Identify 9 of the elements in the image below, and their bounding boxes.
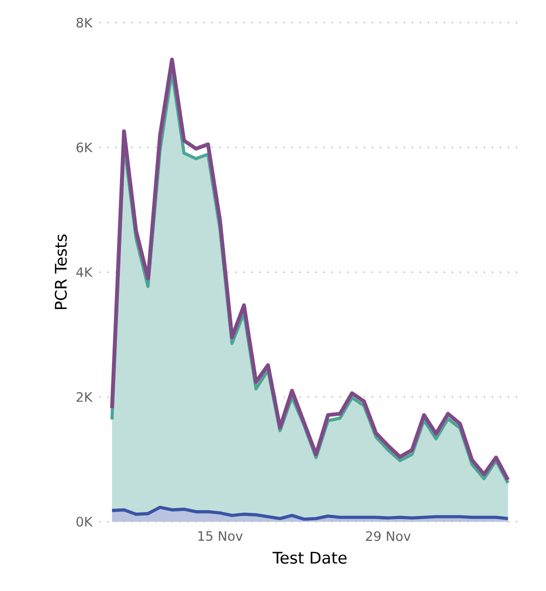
y-tick-label: 8K xyxy=(76,18,93,28)
y-axis-title: PCR Tests xyxy=(54,234,67,310)
y-tick-label: 2K xyxy=(76,392,93,402)
x-tick-label: 15 Nov xyxy=(198,531,243,541)
y-tick-label: 0K xyxy=(76,516,93,527)
x-tick-label: 29 Nov xyxy=(366,531,411,542)
y-tick-label: 6K xyxy=(76,142,93,152)
y-tick-label: 4K xyxy=(76,267,93,277)
x-axis-title: Test Date xyxy=(272,552,347,564)
